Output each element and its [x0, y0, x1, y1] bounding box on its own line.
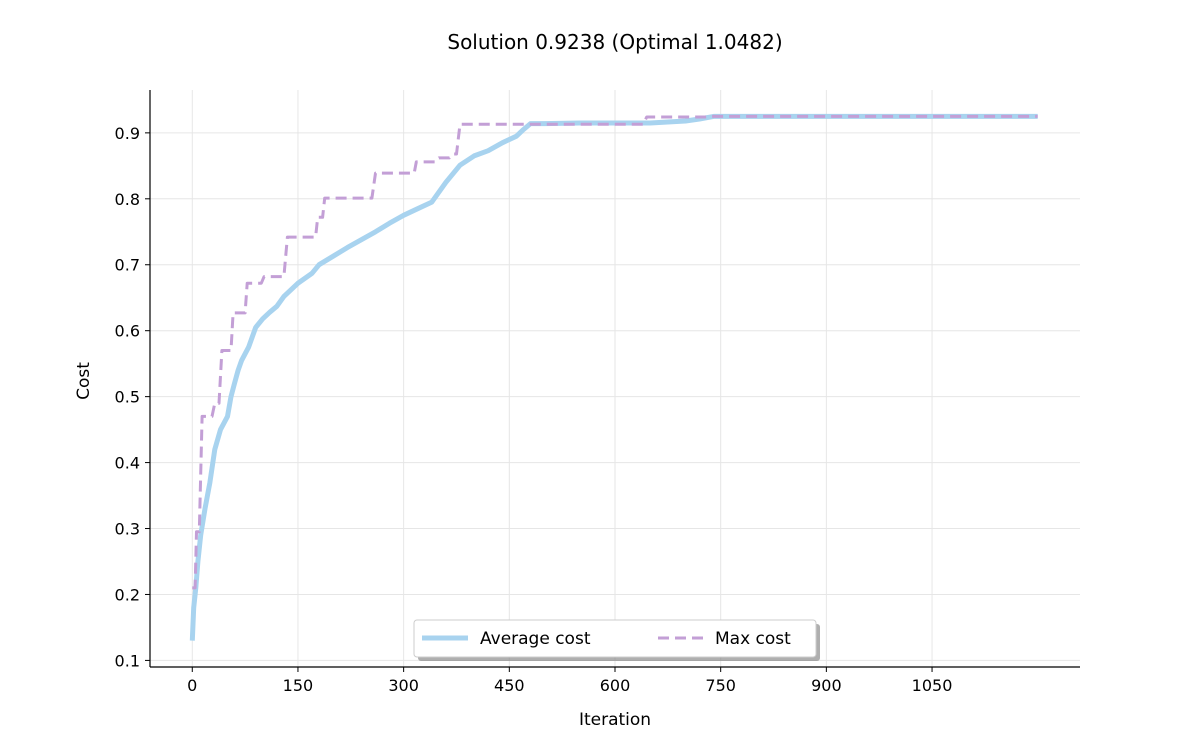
x-tick-label: 300: [388, 676, 419, 695]
y-ticks: 0.1 0.2 0.3 0.4 0.5 0.6 0.7 0.8 0.9: [115, 124, 150, 670]
chart-title: Solution 0.9238 (Optimal 1.0482): [447, 30, 782, 54]
y-tick-label: 0.9: [115, 124, 140, 143]
x-tick-label: 150: [283, 676, 314, 695]
x-tick-label: 900: [811, 676, 842, 695]
legend-label-max-cost: Max cost: [715, 629, 791, 649]
legend-label-average-cost: Average cost: [480, 629, 591, 649]
x-tick-label: 0: [187, 676, 197, 695]
x-tick-label: 600: [600, 676, 631, 695]
x-ticks: 0 150 300 450 600 750 900 1050: [187, 667, 952, 695]
legend-box: [413, 619, 817, 658]
series-layer: [189, 113, 1038, 641]
y-tick-label: 0.3: [115, 520, 140, 539]
legend: Average cost Max cost: [413, 619, 820, 661]
y-axis-label: Cost: [74, 362, 94, 400]
y-tick-label: 0.5: [115, 388, 140, 407]
y-tick-label: 0.2: [115, 585, 140, 604]
x-tick-label: 450: [494, 676, 525, 695]
x-tick-label: 1050: [912, 676, 953, 695]
y-tick-label: 0.7: [115, 256, 140, 275]
x-axis-label: Iteration: [579, 710, 651, 730]
series-line-max-cost: [192, 114, 1038, 590]
grid: [150, 90, 1080, 667]
y-tick-label: 0.4: [115, 454, 140, 473]
y-tick-label: 0.8: [115, 190, 140, 209]
y-tick-label: 0.1: [115, 651, 140, 670]
x-tick-label: 750: [705, 676, 736, 695]
y-tick-label: 0.6: [115, 322, 140, 341]
